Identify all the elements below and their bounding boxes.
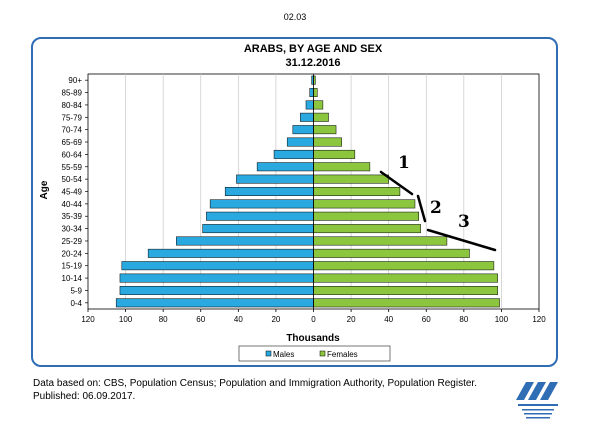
bar-females-25-29 [313,236,448,246]
y-axis-title: Age [39,180,50,199]
bar-females-80-84 [313,100,324,110]
bar-females-10-14 [313,273,498,283]
x-tick-label: 20 [347,315,356,324]
bar-females-75-79 [313,112,329,122]
annotation-label-2: 2 [430,198,442,218]
bar-males-15-19 [121,261,314,271]
x-tick-label: 100 [119,315,133,324]
annotation-line-3 [426,228,497,252]
y-tick-label: 65-69 [62,138,83,147]
bar-males-60-64 [273,149,314,159]
x-tick-label: 0 [311,315,316,324]
x-tick-label: 100 [495,315,509,324]
annotation-label-1: 1 [398,153,410,173]
y-tick-label: 35-39 [62,212,83,221]
y-tick-label: 45-49 [62,188,83,197]
bar-females-30-34 [313,224,421,234]
x-tick-label: 80 [159,315,168,324]
bar-females-70-74 [313,125,337,135]
bar-females-0-4 [313,298,500,308]
chart-frame [31,37,558,367]
annotation-label-3: 3 [458,212,470,232]
y-tick-label: 25-29 [62,237,83,246]
legend-females-label: Females [327,350,358,359]
bar-males-35-39 [206,211,314,221]
bars [115,75,500,308]
page-number: 02.03 [283,12,307,22]
bar-males-30-34 [202,224,314,234]
bar-males-85-89 [309,88,314,98]
legend: Males Females [238,345,391,362]
y-tick-label: 50-54 [62,175,83,184]
x-tick-label: 20 [271,315,280,324]
x-tick-label: 40 [384,315,393,324]
bar-males-10-14 [119,273,314,283]
footer-note: Data based on: CBS, Population Census; P… [33,377,477,403]
x-tick-label: 40 [234,315,243,324]
x-axis-title: Thousands [286,333,340,344]
bar-females-40-44 [313,199,416,209]
legend-females-swatch [319,350,326,357]
bar-females-55-59 [313,162,371,172]
bar-females-5-9 [313,285,498,295]
bar-males-20-24 [147,248,314,258]
bar-males-80-84 [305,100,314,110]
bar-males-5-9 [119,285,314,295]
bar-males-50-54 [236,174,314,184]
y-tick-label: 55-59 [62,163,83,172]
chart-title: ARABS, BY AGE AND SEX [244,43,383,55]
legend-males-label: Males [273,350,294,359]
bar-females-85-89 [313,88,318,98]
bar-males-40-44 [209,199,314,209]
x-tick-label: 60 [422,315,431,324]
x-tick-label: 120 [81,315,95,324]
footer-source-line: Data based on: CBS, Population Census; P… [33,378,477,389]
legend-males-swatch [265,350,272,357]
y-tick-label: 30-34 [62,225,83,234]
footer-published-line: Published: 06.09.2017. [33,391,136,402]
cbs-logo-icon [516,382,558,419]
y-tick-label: 10-14 [62,274,83,283]
y-tick-label: 85-89 [62,89,83,98]
y-tick-label: 5-9 [70,286,82,295]
annotation-line-1 [379,170,414,196]
bar-females-20-24 [313,248,470,258]
y-tick-label: 75-79 [62,113,83,122]
bar-females-65-69 [313,137,342,147]
bar-males-45-49 [224,187,314,196]
y-tick-label: 60-64 [62,150,83,159]
y-tick-label: 15-19 [62,262,83,271]
y-tick-label: 0-4 [70,299,82,308]
bar-males-0-4 [115,298,314,308]
y-tick-label: 20-24 [62,249,83,258]
bar-females-50-54 [313,174,389,184]
axes: 120 100 80 60 40 20 0 20 40 60 80 100 120 0-4 5-9 10-14… [62,74,546,324]
x-tick-label: 80 [459,315,468,324]
bar-males-55-59 [256,162,314,172]
bar-males-25-29 [176,236,314,246]
bar-females-60-64 [313,149,356,159]
bar-males-70-74 [292,125,314,135]
x-tick-label: 120 [532,315,546,324]
bar-females-15-19 [313,261,495,271]
chart-subtitle: 31.12.2016 [285,57,340,69]
bar-males-65-69 [286,137,314,147]
bar-males-75-79 [300,112,314,122]
y-tick-label: 90+ [68,76,82,85]
annotation-line-2 [416,194,427,223]
y-tick-label: 80-84 [62,101,83,110]
x-tick-label: 60 [196,315,205,324]
bar-females-45-49 [313,187,401,196]
y-tick-label: 40-44 [62,200,83,209]
bar-females-35-39 [313,211,419,221]
legend-box [238,345,391,362]
handwritten-annotations: 1 2 3 [379,153,497,252]
y-tick-label: 70-74 [62,126,83,135]
